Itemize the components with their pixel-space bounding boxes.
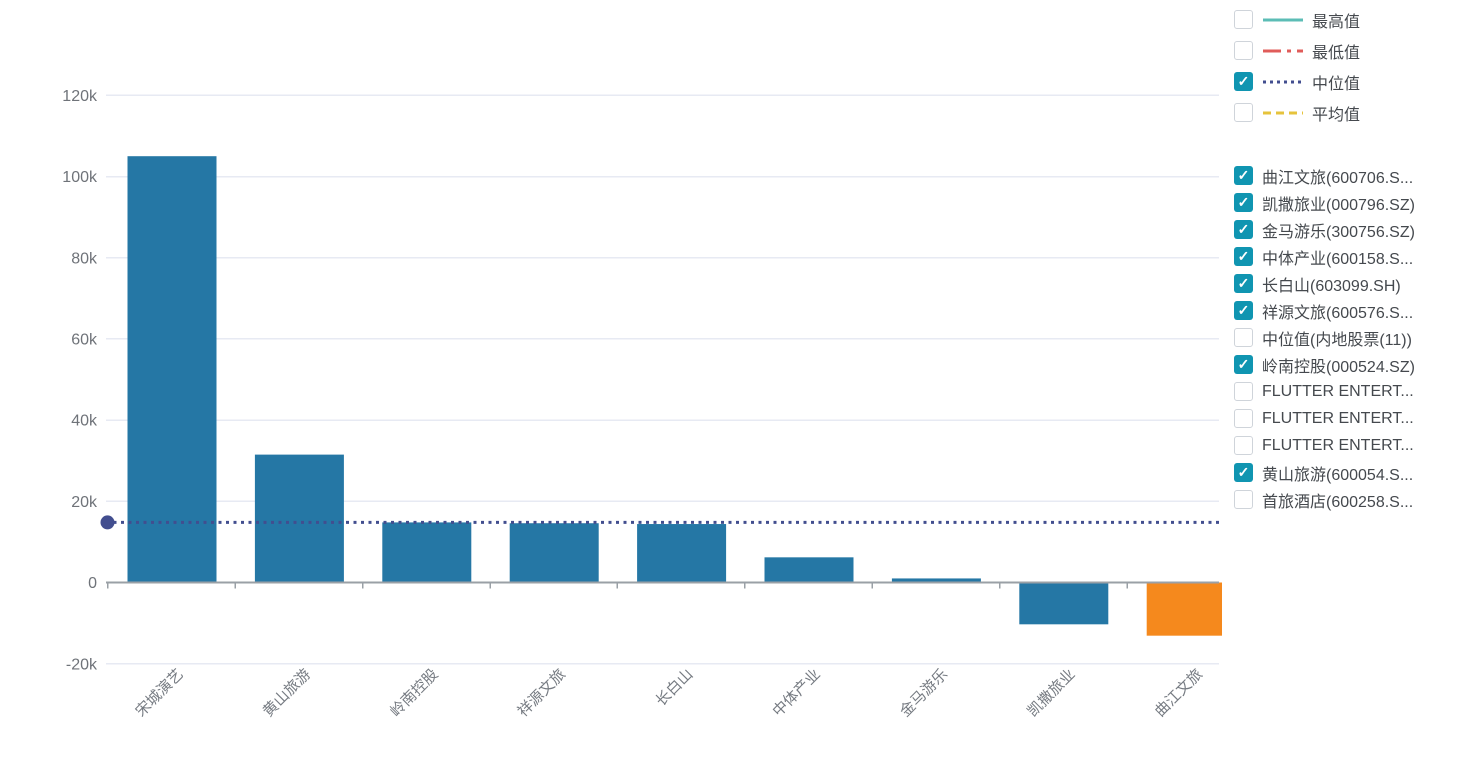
checkbox-unchecked[interactable] [1234, 328, 1253, 347]
legend-stat-line-label: 最高值 [1312, 13, 1361, 31]
chart-bar[interactable] [1019, 582, 1109, 625]
legend-dashed-line-icon [1263, 111, 1303, 114]
checkbox-unchecked[interactable] [1234, 490, 1253, 509]
x-axis-category-label: 黄山旅游 [260, 666, 314, 720]
checkbox-checked[interactable]: ✓ [1234, 166, 1253, 185]
chart-bar[interactable] [382, 522, 472, 583]
legend-stat-line-label: 中位值 [1312, 75, 1361, 93]
bar-chart: 120k 100k 80k 60k 40k 20k 0 -20k 宋城演艺 黄山旅游 岭南控股 祥源文… [62, 88, 1222, 720]
checkbox-unchecked[interactable] [1234, 41, 1253, 60]
x-axis-category-label: 金马游乐 [897, 666, 951, 720]
chart-bar[interactable] [509, 523, 599, 583]
checkbox-checked[interactable]: ✓ [1234, 72, 1253, 91]
checkbox-checked[interactable]: ✓ [1234, 355, 1253, 374]
legend-series-label: 黄山旅游(600054.S... [1262, 466, 1414, 484]
y-axis-tick-label: 40k [71, 413, 98, 430]
checkbox-unchecked[interactable] [1234, 10, 1253, 29]
y-axis-tick-label: 120k [62, 88, 98, 105]
legend-solid-line-icon [1263, 18, 1303, 21]
chart-bar[interactable] [127, 156, 217, 583]
legend-series-label: 凯撒旅业(000796.SZ) [1262, 196, 1415, 214]
legend-stat-line-label: 平均值 [1312, 106, 1361, 124]
legend-stat-line-item[interactable]: 最高值 [1234, 4, 1477, 35]
legend-stat-line-item[interactable]: 平均值 [1234, 97, 1477, 128]
chart-bar[interactable] [891, 578, 981, 583]
y-axis-tick-label: 60k [71, 332, 98, 349]
chart-bar[interactable] [254, 454, 344, 583]
legend-panel: 最高值最低值 ✓ 中位值平均值 ✓ 曲江文旅(600706.S... ✓ 凯撒旅业(000… [1234, 4, 1477, 513]
checkbox-checked[interactable]: ✓ [1234, 220, 1253, 239]
x-axis-category-label: 岭南控股 [387, 666, 441, 720]
legend-series-label: 中体产业(600158.S... [1262, 250, 1414, 268]
legend-series-item[interactable]: FLUTTER ENTERT... [1234, 432, 1477, 459]
legend-series-item[interactable]: ✓ 中体产业(600158.S... [1234, 243, 1477, 270]
chart-bar[interactable] [1146, 582, 1222, 636]
y-axis-tick-label: -20k [66, 656, 98, 673]
legend-series-item[interactable]: ✓ 祥源文旅(600576.S... [1234, 297, 1477, 324]
checkbox-checked[interactable]: ✓ [1234, 247, 1253, 266]
legend-stat-line-item[interactable]: 最低值 [1234, 35, 1477, 66]
checkbox-checked[interactable]: ✓ [1234, 463, 1253, 482]
checkbox-unchecked[interactable] [1234, 409, 1253, 428]
legend-series-label: 金马游乐(300756.SZ) [1262, 223, 1415, 241]
x-axis-category-label: 中体产业 [769, 666, 823, 720]
legend-series-label: 祥源文旅(600576.S... [1262, 304, 1414, 322]
legend-series-label: 岭南控股(000524.SZ) [1262, 358, 1415, 376]
legend-lines-group: 最高值最低值 ✓ 中位值平均值 [1234, 4, 1477, 128]
x-axis-category-label: 祥源文旅 [515, 666, 569, 720]
legend-series-item[interactable]: ✓ 曲江文旅(600706.S... [1234, 162, 1477, 189]
legend-series-label: 长白山(603099.SH) [1262, 277, 1401, 295]
y-axis-tick-label: 100k [62, 169, 98, 186]
legend-series-item[interactable]: 中位值(内地股票(11)) [1234, 324, 1477, 351]
legend-series-item[interactable]: ✓ 长白山(603099.SH) [1234, 270, 1477, 297]
checkbox-unchecked[interactable] [1234, 436, 1253, 455]
legend-series-item[interactable]: ✓ 金马游乐(300756.SZ) [1234, 216, 1477, 243]
y-axis-tick-label: 20k [71, 494, 98, 511]
legend-series-item[interactable]: FLUTTER ENTERT... [1234, 378, 1477, 405]
checkbox-checked[interactable]: ✓ [1234, 301, 1253, 320]
legend-series-item[interactable]: 首旅酒店(600258.S... [1234, 486, 1477, 513]
median-line-marker-dot [100, 515, 115, 530]
legend-series-item[interactable]: ✓ 黄山旅游(600054.S... [1234, 459, 1477, 486]
checkbox-unchecked[interactable] [1234, 382, 1253, 401]
legend-series-label: FLUTTER ENTERT... [1262, 409, 1414, 427]
legend-series-label: 中位值(内地股票(11)) [1262, 331, 1412, 349]
legend-stat-line-item[interactable]: ✓ 中位值 [1234, 66, 1477, 97]
x-axis-category-label: 宋城演艺 [132, 666, 186, 720]
legend-series-item[interactable]: ✓ 岭南控股(000524.SZ) [1234, 351, 1477, 378]
chart-bar[interactable] [764, 557, 854, 583]
legend-series-label: 曲江文旅(600706.S... [1262, 169, 1414, 187]
x-axis-category-label: 曲江文旅 [1152, 666, 1206, 720]
chart-bar[interactable] [637, 524, 727, 583]
legend-series-label: FLUTTER ENTERT... [1262, 436, 1414, 454]
x-axis-category-label: 长白山 [653, 666, 697, 710]
legend-dotted-line-icon [1263, 80, 1303, 83]
legend-series-label: 首旅酒店(600258.S... [1262, 493, 1414, 511]
legend-series-item[interactable]: FLUTTER ENTERT... [1234, 405, 1477, 432]
legend-series-item[interactable]: ✓ 凯撒旅业(000796.SZ) [1234, 189, 1477, 216]
legend-series-group: ✓ 曲江文旅(600706.S... ✓ 凯撒旅业(000796.SZ) ✓ 金马游乐(3… [1234, 162, 1477, 513]
checkbox-checked[interactable]: ✓ [1234, 274, 1253, 293]
x-axis-category-label: 凯撒旅业 [1024, 666, 1078, 720]
checkbox-unchecked[interactable] [1234, 103, 1253, 122]
legend-series-label: FLUTTER ENTERT... [1262, 382, 1414, 400]
y-axis-tick-label: 80k [71, 250, 98, 267]
legend-stat-line-label: 最低值 [1312, 44, 1361, 62]
y-axis-tick-label: 0 [88, 575, 97, 592]
legend-dashdot-line-icon [1263, 49, 1303, 52]
checkbox-checked[interactable]: ✓ [1234, 193, 1253, 212]
